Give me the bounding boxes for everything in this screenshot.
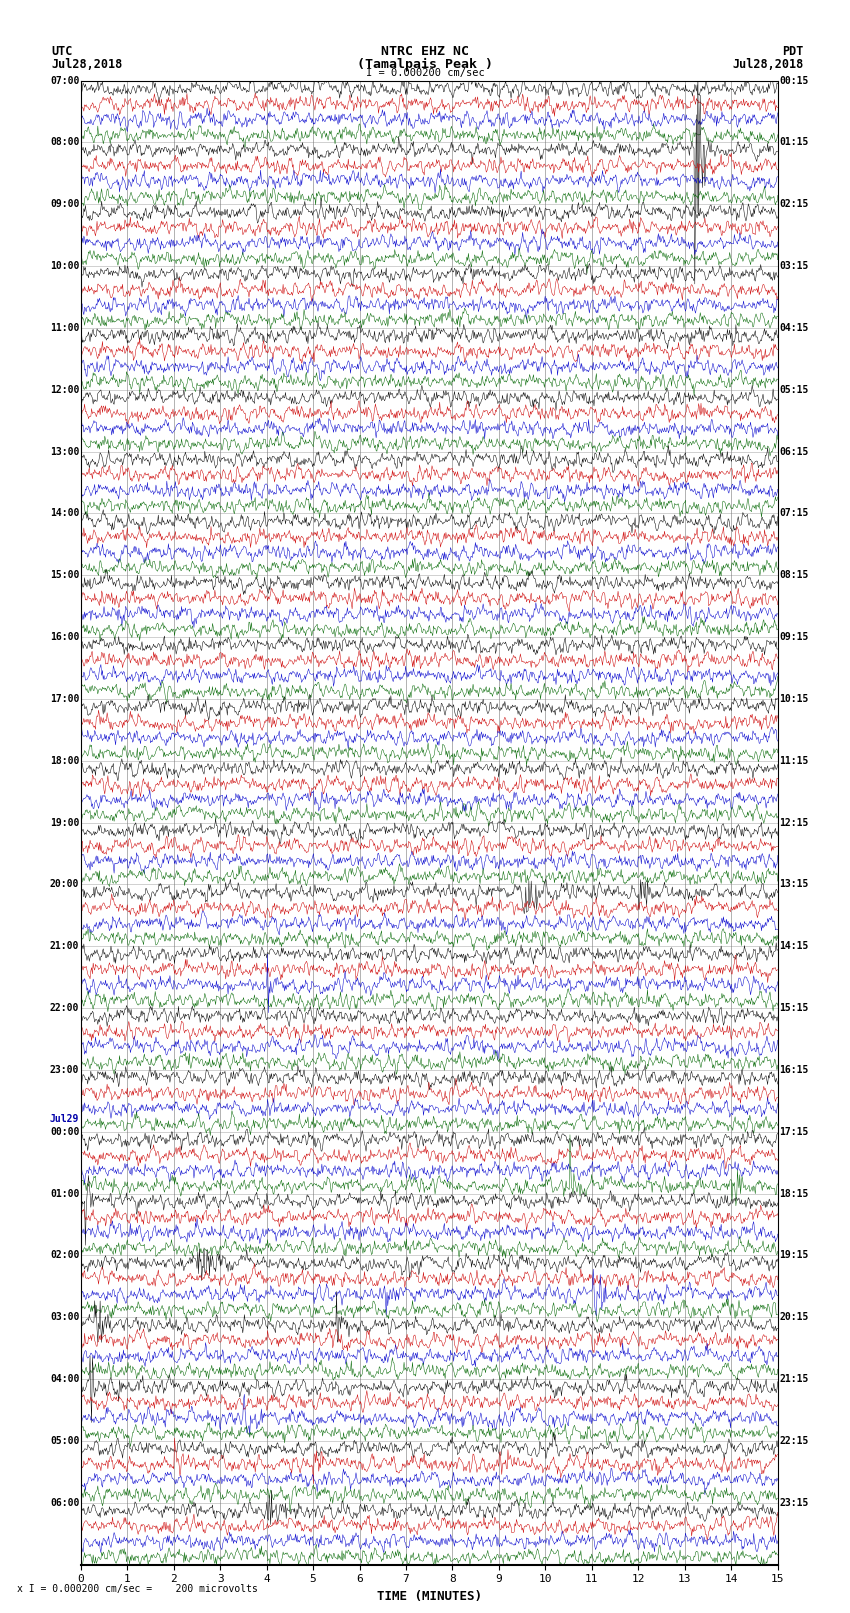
Text: 08:15: 08:15 [779,571,808,581]
Text: 16:15: 16:15 [779,1065,808,1074]
Text: 10:00: 10:00 [50,261,79,271]
Text: 17:00: 17:00 [50,694,79,703]
Text: 00:15: 00:15 [779,76,808,85]
Text: 20:00: 20:00 [50,879,79,889]
Text: 11:15: 11:15 [779,756,808,766]
Text: 03:00: 03:00 [50,1313,79,1323]
Text: 17:15: 17:15 [779,1127,808,1137]
Text: 18:15: 18:15 [779,1189,808,1198]
Text: 14:00: 14:00 [50,508,79,518]
Text: 23:15: 23:15 [779,1498,808,1508]
Text: 05:00: 05:00 [50,1436,79,1445]
Text: 19:00: 19:00 [50,818,79,827]
Text: 12:00: 12:00 [50,386,79,395]
Text: 09:15: 09:15 [779,632,808,642]
Text: x I = 0.000200 cm/sec =    200 microvolts: x I = 0.000200 cm/sec = 200 microvolts [17,1584,258,1594]
Text: 02:00: 02:00 [50,1250,79,1260]
Text: 01:15: 01:15 [779,137,808,147]
Text: UTC: UTC [51,45,72,58]
Text: 09:00: 09:00 [50,200,79,210]
Text: 18:00: 18:00 [50,756,79,766]
Text: 08:00: 08:00 [50,137,79,147]
X-axis label: TIME (MINUTES): TIME (MINUTES) [377,1590,482,1603]
Text: 04:15: 04:15 [779,323,808,332]
Text: 12:15: 12:15 [779,818,808,827]
Text: 01:00: 01:00 [50,1189,79,1198]
Text: 21:15: 21:15 [779,1374,808,1384]
Text: 16:00: 16:00 [50,632,79,642]
Text: 03:15: 03:15 [779,261,808,271]
Text: 15:15: 15:15 [779,1003,808,1013]
Text: 06:15: 06:15 [779,447,808,456]
Text: 22:00: 22:00 [50,1003,79,1013]
Text: 04:00: 04:00 [50,1374,79,1384]
Text: (Tamalpais Peak ): (Tamalpais Peak ) [357,58,493,71]
Text: NTRC EHZ NC: NTRC EHZ NC [381,45,469,58]
Text: Jul28,2018: Jul28,2018 [732,58,803,71]
Text: 06:00: 06:00 [50,1498,79,1508]
Text: PDT: PDT [782,45,803,58]
Text: 10:15: 10:15 [779,694,808,703]
Text: 23:00: 23:00 [50,1065,79,1074]
Text: I = 0.000200 cm/sec: I = 0.000200 cm/sec [366,68,484,77]
Text: 07:00: 07:00 [50,76,79,85]
Text: 13:00: 13:00 [50,447,79,456]
Text: Jul28,2018: Jul28,2018 [51,58,122,71]
Text: 13:15: 13:15 [779,879,808,889]
Text: 22:15: 22:15 [779,1436,808,1445]
Text: 02:15: 02:15 [779,200,808,210]
Text: 11:00: 11:00 [50,323,79,332]
Text: 19:15: 19:15 [779,1250,808,1260]
Text: 21:00: 21:00 [50,942,79,952]
Text: 14:15: 14:15 [779,942,808,952]
Text: 05:15: 05:15 [779,386,808,395]
Text: 20:15: 20:15 [779,1313,808,1323]
Text: 00:00: 00:00 [50,1127,79,1137]
Text: Jul29: Jul29 [50,1115,79,1124]
Text: 15:00: 15:00 [50,571,79,581]
Text: 07:15: 07:15 [779,508,808,518]
